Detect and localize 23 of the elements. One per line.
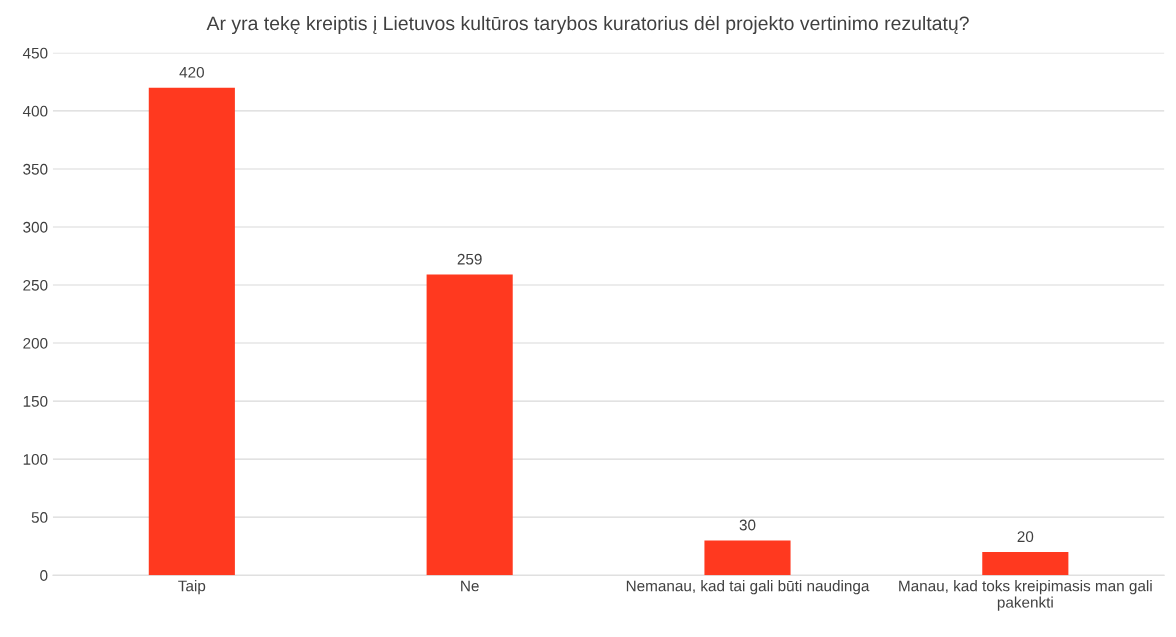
bar — [148, 87, 235, 576]
data-label: 259 — [457, 253, 482, 265]
x-tick-label: Taip — [178, 580, 206, 595]
y-tick-label: 150 — [23, 395, 48, 407]
data-label: 20 — [1017, 531, 1034, 543]
bar — [426, 274, 513, 576]
y-tick-label: 250 — [23, 279, 48, 291]
x-tick-label: Nemanau, kad tai gali būti naudinga — [626, 580, 870, 595]
bar — [704, 540, 791, 576]
y-tick-label: 350 — [23, 163, 48, 175]
data-label: 420 — [179, 66, 204, 78]
y-tick-label: 0 — [40, 570, 48, 581]
y-tick-label: 200 — [23, 337, 48, 349]
chart-title: Ar yra tekę kreiptis į Lietuvos kultūros tarybos kuratorius dėl projekto vertinimo rezultatų? — [206, 15, 969, 35]
y-tick-label: 400 — [22, 105, 48, 117]
data-label: 30 — [739, 519, 756, 531]
y-tick-label: 50 — [31, 512, 48, 523]
bar — [982, 552, 1069, 576]
x-tick-label: Manau, kad toks kreipimasis man gali pakenkti — [899, 580, 1152, 611]
y-tick-label: 300 — [23, 221, 48, 233]
x-tick-label: Ne — [461, 580, 479, 592]
y-tick-label: 450 — [22, 47, 48, 59]
y-tick-label: 100 — [23, 454, 48, 465]
